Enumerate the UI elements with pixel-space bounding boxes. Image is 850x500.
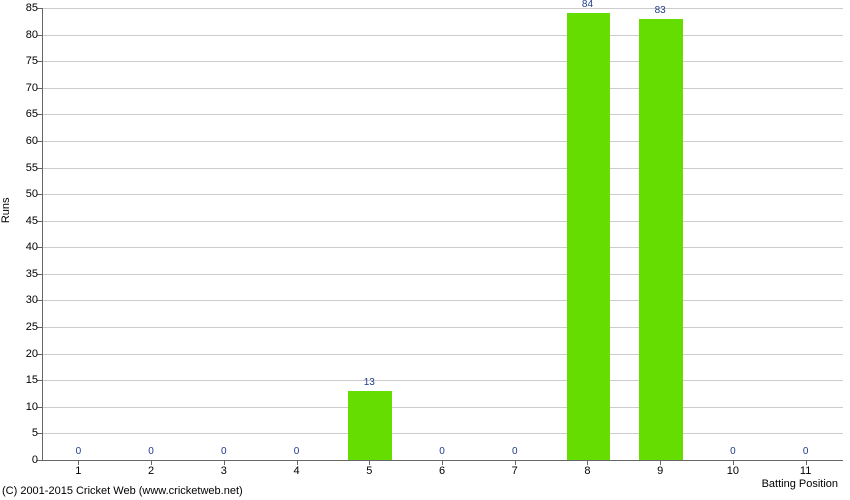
ytick-label: 55 bbox=[26, 162, 38, 174]
bar bbox=[567, 13, 611, 460]
gridline bbox=[43, 35, 843, 36]
xtick-label: 7 bbox=[512, 465, 518, 477]
bar-value-label: 0 bbox=[76, 446, 82, 457]
gridline bbox=[43, 274, 843, 275]
xtick-label: 8 bbox=[584, 465, 590, 477]
ytick-label: 10 bbox=[26, 401, 38, 413]
gridline bbox=[43, 141, 843, 142]
ytick-label: 40 bbox=[26, 241, 38, 253]
ytick-label: 65 bbox=[26, 108, 38, 120]
gridline bbox=[43, 114, 843, 115]
plot-area bbox=[42, 8, 843, 461]
gridline bbox=[43, 380, 843, 381]
bar-value-label: 0 bbox=[148, 446, 154, 457]
bar-value-label: 84 bbox=[582, 0, 593, 10]
bar-value-label: 13 bbox=[364, 377, 375, 388]
x-axis-label: Batting Position bbox=[762, 478, 838, 490]
ytick-label: 45 bbox=[26, 215, 38, 227]
gridline bbox=[43, 168, 843, 169]
gridline bbox=[43, 327, 843, 328]
gridline bbox=[43, 433, 843, 434]
bar-value-label: 0 bbox=[512, 446, 518, 457]
gridline bbox=[43, 247, 843, 248]
xtick-label: 10 bbox=[727, 465, 739, 477]
copyright-text: (C) 2001-2015 Cricket Web (www.cricketwe… bbox=[2, 485, 243, 497]
ytick-label: 30 bbox=[26, 294, 38, 306]
bar-value-label: 0 bbox=[439, 446, 445, 457]
xtick-label: 6 bbox=[439, 465, 445, 477]
xtick-label: 3 bbox=[221, 465, 227, 477]
bar-value-label: 0 bbox=[730, 446, 736, 457]
bar bbox=[348, 391, 392, 460]
bar-value-label: 0 bbox=[221, 446, 227, 457]
gridline bbox=[43, 221, 843, 222]
bar bbox=[639, 19, 683, 460]
ytick-label: 50 bbox=[26, 188, 38, 200]
bar-value-label: 83 bbox=[655, 5, 666, 16]
ytick-label: 60 bbox=[26, 135, 38, 147]
gridline bbox=[43, 354, 843, 355]
gridline bbox=[43, 300, 843, 301]
gridline bbox=[43, 8, 843, 9]
ytick-label: 75 bbox=[26, 55, 38, 67]
xtick-label: 11 bbox=[800, 465, 811, 477]
gridline bbox=[43, 61, 843, 62]
gridline bbox=[43, 194, 843, 195]
ytick-label: 15 bbox=[26, 374, 38, 386]
gridline bbox=[43, 407, 843, 408]
y-axis-label: Runs bbox=[0, 197, 12, 223]
ytick-label: 85 bbox=[26, 2, 38, 14]
ytick-label: 5 bbox=[32, 427, 38, 439]
xtick-label: 4 bbox=[293, 465, 299, 477]
ytick-label: 80 bbox=[26, 29, 38, 41]
chart-container: Runs Batting Position (C) 2001-2015 Cric… bbox=[0, 0, 850, 500]
ytick-label: 35 bbox=[26, 268, 38, 280]
bar-value-label: 0 bbox=[294, 446, 300, 457]
gridline bbox=[43, 88, 843, 89]
xtick-label: 5 bbox=[366, 465, 372, 477]
xtick-label: 9 bbox=[657, 465, 663, 477]
bar-value-label: 0 bbox=[803, 446, 809, 457]
xtick-label: 2 bbox=[148, 465, 154, 477]
ytick-label: 25 bbox=[26, 321, 38, 333]
ytick-label: 20 bbox=[26, 348, 38, 360]
ytick-label: 70 bbox=[26, 82, 38, 94]
ytick-label: 0 bbox=[32, 454, 38, 466]
xtick-label: 1 bbox=[75, 465, 81, 477]
